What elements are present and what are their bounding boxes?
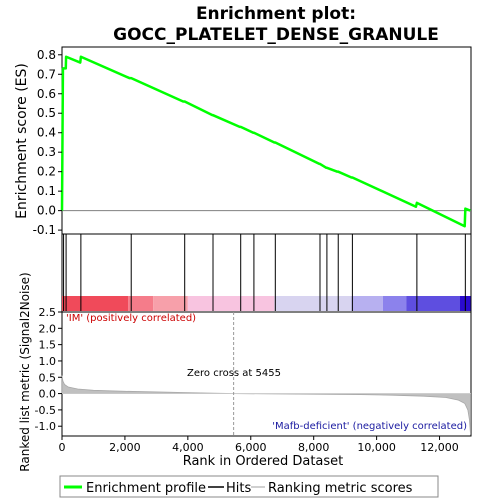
legend-profile-label: Enrichment profile bbox=[86, 481, 206, 496]
hit-lines bbox=[63, 234, 466, 311]
zero-cross-label: Zero cross at 5455 bbox=[187, 368, 281, 379]
x-tick-label: 8,000 bbox=[298, 441, 330, 454]
es-y-tick-label: 0.5 bbox=[37, 106, 56, 120]
es-y-tick-label: 0.8 bbox=[37, 48, 56, 62]
es-axis-label: Enrichment score (ES) bbox=[14, 63, 30, 219]
x-tick-label: 12,000 bbox=[420, 441, 459, 454]
x-tick-label: 4,000 bbox=[172, 441, 204, 454]
axes: -0.1 0.0 0.1 0.2 0.3 0.4 0.5 0.6 0.7 0.8 -1.0 -0.5 0… bbox=[33, 48, 459, 454]
rank-y-tick-label: 0.0 bbox=[39, 388, 57, 401]
enrichment-profile-line bbox=[60, 55, 471, 228]
legend-hits-label: Hits bbox=[226, 481, 251, 496]
heat-band-segment bbox=[62, 296, 129, 311]
es-y-tick-label: 0.4 bbox=[37, 126, 56, 140]
heat-band-segment bbox=[351, 296, 383, 311]
rank-y-tick-label: -0.5 bbox=[35, 404, 56, 417]
es-y-tick-label: -0.1 bbox=[33, 223, 56, 237]
heat-band-segment bbox=[128, 296, 154, 311]
x-tick-label: 10,000 bbox=[357, 441, 396, 454]
chart-title-line2: GOCC_PLATELET_DENSE_GRANULE bbox=[113, 25, 439, 45]
x-tick-label: 6,000 bbox=[235, 441, 267, 454]
es-y-tick-label: 0.7 bbox=[37, 67, 56, 81]
neg-correlated-label: 'Mafb-deficient' (negatively correlated) bbox=[272, 421, 467, 432]
es-profile bbox=[60, 55, 471, 228]
rank-y-tick-label: 1.0 bbox=[39, 355, 57, 368]
rank-y-tick-label: 1.5 bbox=[39, 339, 57, 352]
ranking-metric-area bbox=[61, 312, 471, 436]
rank-y-tick-label: 2.5 bbox=[39, 306, 57, 319]
chart-title-line1: Enrichment plot: bbox=[196, 4, 356, 24]
es-y-tick-label: 0.0 bbox=[37, 204, 56, 218]
pos-correlated-label: 'IM' (positively correlated) bbox=[66, 313, 196, 324]
legend-box bbox=[59, 475, 439, 498]
ranking-metric-fill bbox=[61, 375, 471, 435]
rank-y-tick-label: 0.5 bbox=[39, 371, 57, 384]
legend-metric-label: Ranking metric scores bbox=[268, 481, 413, 496]
heat-band-segment bbox=[406, 296, 460, 311]
rank-y-tick-label: 2.0 bbox=[39, 322, 57, 335]
es-y-tick-label: 0.3 bbox=[37, 145, 56, 159]
x-tick-label: 2,000 bbox=[109, 441, 141, 454]
heat-band bbox=[62, 296, 471, 311]
heat-band-segment bbox=[382, 296, 407, 311]
x-tick-label: 0 bbox=[59, 441, 66, 454]
rank-panel bbox=[61, 311, 472, 437]
es-y-tick-label: 0.1 bbox=[37, 184, 56, 198]
rank-axis-label: Ranked list metric (Signal2Noise) bbox=[18, 272, 32, 471]
rank-y-tick-label: -1.0 bbox=[35, 420, 56, 433]
x-axis-label: Rank in Ordered Dataset bbox=[183, 454, 344, 469]
heat-band-segment bbox=[153, 296, 188, 311]
heat-band-segment bbox=[187, 296, 275, 311]
es-y-tick-label: 0.6 bbox=[37, 87, 56, 101]
es-y-tick-label: 0.2 bbox=[37, 165, 56, 179]
heat-band-segment bbox=[274, 296, 352, 311]
